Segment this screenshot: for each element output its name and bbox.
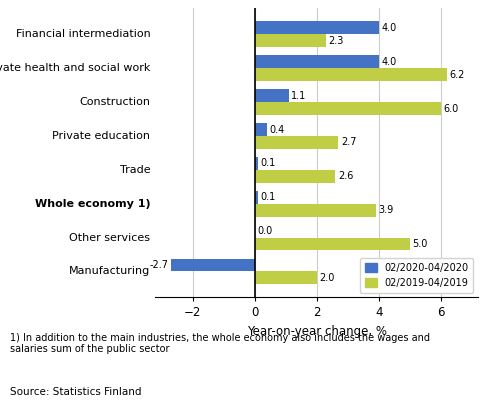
Text: 1) In addition to the main industries, the whole economy also includes the wages: 1) In addition to the main industries, t… <box>10 333 430 354</box>
Text: 6.0: 6.0 <box>443 104 458 114</box>
Text: 2.6: 2.6 <box>338 171 353 181</box>
Text: -2.7: -2.7 <box>149 260 168 270</box>
Text: 0.4: 0.4 <box>270 124 285 134</box>
Text: 2.0: 2.0 <box>319 273 335 283</box>
Bar <box>255 204 376 217</box>
Text: Private health and social work: Private health and social work <box>0 63 150 73</box>
Text: 2.7: 2.7 <box>341 137 356 147</box>
Text: 0.1: 0.1 <box>260 158 276 168</box>
Text: 6.2: 6.2 <box>450 69 465 79</box>
Text: 5.0: 5.0 <box>412 239 428 249</box>
Text: Construction: Construction <box>79 97 150 107</box>
Bar <box>171 259 255 271</box>
Text: 0.1: 0.1 <box>260 192 276 202</box>
Text: 1.1: 1.1 <box>291 91 307 101</box>
Text: 3.9: 3.9 <box>378 205 393 215</box>
Bar <box>255 157 258 170</box>
Text: 4.0: 4.0 <box>381 57 396 67</box>
Bar <box>255 191 258 204</box>
Text: Whole economy 1): Whole economy 1) <box>35 199 150 209</box>
Bar <box>255 102 441 115</box>
Bar <box>255 68 447 81</box>
Text: Other services: Other services <box>70 233 150 243</box>
Text: Private education: Private education <box>52 131 150 141</box>
Bar <box>255 55 379 68</box>
Bar <box>255 238 410 250</box>
Text: Manufacturing: Manufacturing <box>69 266 150 276</box>
Legend: 02/2020-04/2020, 02/2019-04/2019: 02/2020-04/2020, 02/2019-04/2019 <box>360 258 473 292</box>
Bar <box>255 271 317 284</box>
Bar <box>255 123 267 136</box>
X-axis label: Year-on-year change, %: Year-on-year change, % <box>247 325 387 338</box>
Text: 0.0: 0.0 <box>257 226 273 236</box>
Text: Trade: Trade <box>120 165 150 175</box>
Bar <box>255 35 326 47</box>
Text: 2.3: 2.3 <box>328 36 344 46</box>
Text: Source: Statistics Finland: Source: Statistics Finland <box>10 387 141 397</box>
Bar <box>255 136 339 149</box>
Text: 4.0: 4.0 <box>381 23 396 33</box>
Bar <box>255 22 379 35</box>
Text: Financial intermediation: Financial intermediation <box>16 30 150 40</box>
Bar <box>255 170 335 183</box>
Bar <box>255 89 289 102</box>
